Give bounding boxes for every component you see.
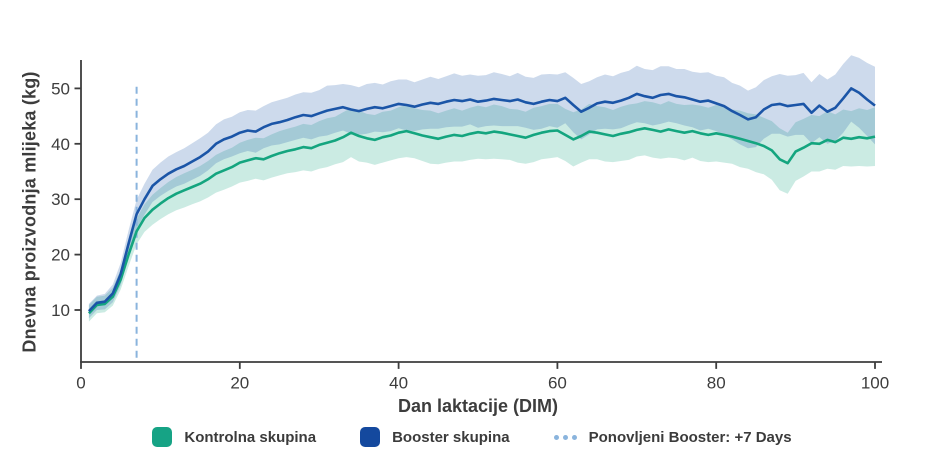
- y-tick-label: 20: [51, 246, 70, 265]
- x-tick-label: 40: [389, 373, 408, 392]
- legend-item-kontrolna: Kontrolna skupina: [152, 427, 316, 447]
- y-tick-label: 30: [51, 190, 70, 209]
- x-tick-label: 60: [548, 373, 567, 392]
- y-axis-label: Dnevna proizvodnja mlijeka (kg): [19, 71, 40, 353]
- chart-canvas: 10 20 30 40 50 0 20 40 60 80 100: [51, 55, 889, 392]
- y-tick-label: 40: [51, 135, 70, 154]
- y-tick-label: 50: [51, 79, 70, 98]
- booster-swatch-icon: [360, 427, 381, 447]
- legend-label-event: Ponovljeni Booster: +7 Days: [588, 428, 792, 446]
- legend-item-event: Ponovljeni Booster: +7 Days: [553, 428, 792, 446]
- series-line-kontrolna: [87, 127, 876, 315]
- kontrolna-swatch-icon: [152, 427, 173, 447]
- confidence-band-kontrolna: [88, 101, 875, 322]
- dotted-line-icon: [553, 434, 577, 440]
- series-line-booster: [87, 87, 876, 313]
- x-tick-label: 20: [230, 373, 249, 392]
- chart-legend: Kontrolna skupina Booster skupina Ponovl…: [0, 427, 944, 447]
- x-tick-label: 0: [76, 373, 85, 392]
- x-axis-label: Dan laktacije (DIM): [397, 396, 559, 416]
- x-tick-label: 80: [707, 373, 726, 392]
- legend-label-kontrolna: Kontrolna skupina: [184, 428, 317, 446]
- legend-label-booster: Booster skupina: [392, 428, 510, 446]
- x-tick-label: 100: [861, 373, 889, 392]
- legend-item-booster: Booster skupina: [360, 427, 510, 447]
- y-tick-label: 10: [51, 301, 70, 320]
